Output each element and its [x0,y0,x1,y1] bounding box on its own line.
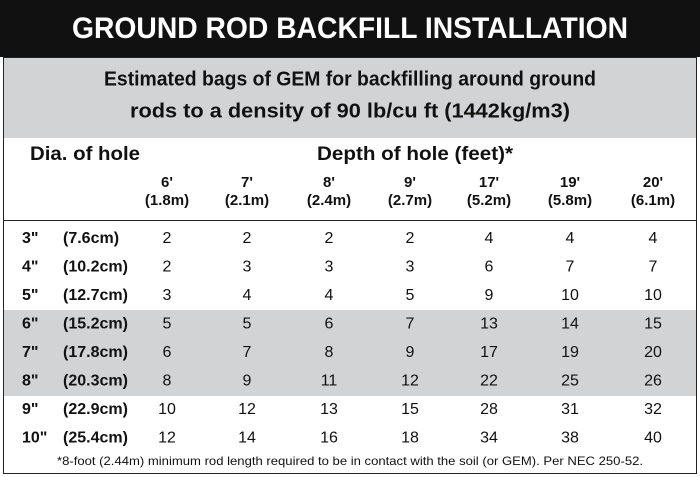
column-feet: 17' [479,174,499,191]
title: GROUND ROD BACKFILL INSTALLATION [72,12,628,45]
column-metric: (2.7m) [388,192,432,209]
column-metric: (2.1m) [225,192,269,209]
cell-value: 4 [566,230,575,247]
row-metric: (7.6cm) [63,230,119,247]
cell-value: 2 [406,230,415,247]
cell-value: 8 [325,344,334,361]
cell-value: 22 [480,373,498,390]
column-feet: 8' [323,174,335,191]
cell-value: 12 [238,401,256,418]
cell-value: 12 [401,373,419,390]
column-metric: (5.8m) [548,192,592,209]
cell-value: 7 [649,259,658,276]
row-shading [3,310,697,396]
cell-value: 17 [480,344,498,361]
cell-value: 9 [243,373,252,390]
cell-value: 19 [561,344,579,361]
row-size: 8" [22,373,38,390]
cell-value: 5 [163,316,172,333]
cell-value: 7 [243,344,252,361]
row-size: 4" [22,259,38,276]
row-metric: (20.3cm) [63,373,128,390]
column-group-header: Depth of hole (feet)* [317,144,514,165]
cell-value: 14 [561,316,579,333]
cell-value: 2 [163,230,172,247]
cell-value: 18 [401,430,419,447]
cell-value: 9 [485,287,494,304]
cell-value: 40 [644,430,662,447]
cell-value: 7 [566,259,575,276]
column-metric: (2.4m) [307,192,351,209]
cell-value: 10 [158,401,176,418]
row-metric: (17.8cm) [63,344,128,361]
cell-value: 16 [320,430,338,447]
cell-value: 3 [406,259,415,276]
cell-value: 4 [485,230,494,247]
cell-value: 3 [325,259,334,276]
table-border [3,57,697,474]
subtitle-band [3,57,697,138]
column-metric: (1.8m) [145,192,189,209]
row-size: 5" [22,287,38,304]
cell-value: 38 [561,430,579,447]
cell-value: 10 [561,287,579,304]
cell-value: 9 [406,344,415,361]
cell-value: 6 [485,259,494,276]
row-size: 9" [22,401,38,418]
cell-value: 31 [561,401,579,418]
row-metric: (25.4cm) [63,430,128,447]
row-metric: (22.9cm) [63,401,128,418]
row-size: 10" [22,430,47,447]
cell-value: 3 [243,259,252,276]
row-size: 3" [22,230,38,247]
cell-value: 2 [243,230,252,247]
row-metric: (15.2cm) [63,316,128,333]
column-metric: (5.2m) [467,192,511,209]
cell-value: 6 [325,316,334,333]
cell-value: 13 [480,316,498,333]
cell-value: 25 [561,373,579,390]
column-feet: 6' [161,174,173,191]
cell-value: 4 [649,230,658,247]
row-header: Dia. of hole [30,144,140,165]
row-size: 7" [22,344,38,361]
cell-value: 4 [243,287,252,304]
cell-value: 3 [163,287,172,304]
title-bar [0,0,700,57]
cell-value: 2 [163,259,172,276]
cell-value: 32 [644,401,662,418]
subtitle-line: Estimated bags of GEM for backfilling ar… [104,68,596,90]
row-metric: (10.2cm) [63,259,128,276]
column-feet: 20' [643,174,663,191]
column-feet: 9' [404,174,416,191]
column-feet: 7' [241,174,253,191]
cell-value: 7 [406,316,415,333]
cell-value: 4 [325,287,334,304]
cell-value: 20 [644,344,662,361]
cell-value: 15 [401,401,419,418]
cell-value: 15 [644,316,662,333]
column-feet: 19' [560,174,580,191]
cell-value: 14 [238,430,256,447]
cell-value: 5 [243,316,252,333]
cell-value: 5 [406,287,415,304]
cell-value: 28 [480,401,498,418]
cell-value: 10 [644,287,662,304]
cell-value: 11 [321,373,338,390]
footnote: *8-foot (2.44m) minimum rod length requi… [57,454,643,468]
cell-value: 12 [158,430,176,447]
cell-value: 13 [320,401,338,418]
cell-value: 2 [325,230,334,247]
cell-value: 34 [480,430,498,447]
subtitle-line: rods to a density of 90 lb/cu ft (1442kg… [130,100,570,122]
row-size: 6" [22,316,38,333]
cell-value: 8 [163,373,172,390]
cell-value: 26 [644,373,662,390]
row-metric: (12.7cm) [63,287,128,304]
cell-value: 6 [163,344,172,361]
column-metric: (6.1m) [631,192,675,209]
